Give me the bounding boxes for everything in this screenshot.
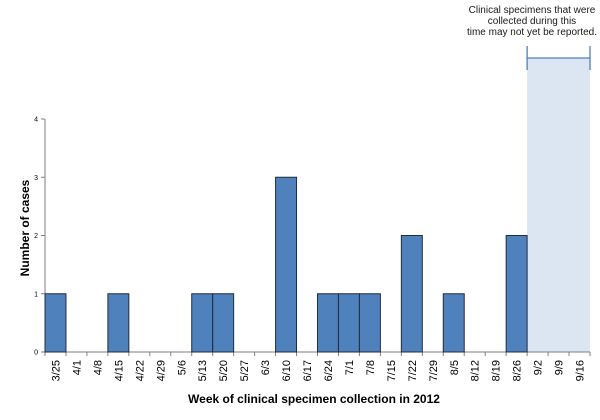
x-tick-label: 8/5 xyxy=(449,360,461,375)
tick-labels: 0 1 2 3 4 3/25 4/1 4/8 4/15 4/22 4/29 5/6 5/13 5/20 5/… xyxy=(34,117,586,382)
x-tick-label: 4/22 xyxy=(134,360,146,381)
x-tick-label: 9/2 xyxy=(533,360,545,375)
x-tick-label: 6/10 xyxy=(281,360,293,381)
note-line-1: Clinical specimens that were xyxy=(468,5,596,16)
bar-4-15 xyxy=(107,293,130,353)
bars xyxy=(44,176,528,353)
note-line-2: collected during this xyxy=(487,16,577,27)
bar-7-1 xyxy=(337,293,360,353)
bar-6-10 xyxy=(275,176,298,353)
x-tick-label: 7/1 xyxy=(344,360,356,375)
reporting-lag-region xyxy=(526,46,591,352)
bar-8-26 xyxy=(505,235,528,353)
x-tick-label: 8/19 xyxy=(491,360,503,381)
x-tick-label: 4/29 xyxy=(155,360,167,381)
y-tick-label: 4 xyxy=(34,117,38,124)
x-axis-title: Week of clinical specimen collection in … xyxy=(188,392,440,406)
y-tick-label: 2 xyxy=(34,233,38,240)
bar-5-13 xyxy=(191,293,214,353)
x-tick-label: 8/26 xyxy=(512,360,524,381)
x-tick-label: 3/25 xyxy=(50,360,62,381)
y-tick-label: 1 xyxy=(34,291,38,298)
bar-7-8 xyxy=(358,293,381,353)
x-tick-label: 6/17 xyxy=(302,360,314,381)
x-tick-label: 4/1 xyxy=(71,360,83,375)
reporting-lag-shade xyxy=(527,58,590,352)
bar-5-20 xyxy=(212,293,235,353)
x-tick-label: 4/15 xyxy=(113,360,125,381)
x-tick-label: 4/8 xyxy=(92,360,104,375)
x-tick-label: 5/20 xyxy=(218,360,230,381)
x-tick-label: 6/24 xyxy=(323,360,335,381)
y-axis-title: Number of cases xyxy=(18,179,32,276)
x-tick-label: 5/13 xyxy=(197,360,209,381)
x-tick-label: 8/12 xyxy=(470,360,482,381)
x-tick-label: 9/9 xyxy=(554,360,566,375)
y-tick-label: 3 xyxy=(34,175,38,182)
x-tick-label: 9/16 xyxy=(575,360,587,381)
x-tick-label: 7/15 xyxy=(386,360,398,381)
note-line-3: time may not yet be reported. xyxy=(466,27,598,38)
x-tick-label: 7/22 xyxy=(407,360,419,381)
x-tick-label: 5/6 xyxy=(176,360,188,375)
bar-3-25 xyxy=(44,293,67,353)
x-tick-label: 6/3 xyxy=(260,360,272,375)
bar-8-5 xyxy=(442,293,465,353)
bar-7-22 xyxy=(400,235,423,353)
x-tick-label: 7/8 xyxy=(365,360,377,375)
y-tick-label: 0 xyxy=(34,350,38,357)
x-tick-label: 7/29 xyxy=(428,360,440,381)
reporting-lag-note: Clinical specimens that were collected d… xyxy=(452,5,600,38)
bar-6-24 xyxy=(317,293,339,353)
x-tick-label: 5/27 xyxy=(239,360,251,381)
